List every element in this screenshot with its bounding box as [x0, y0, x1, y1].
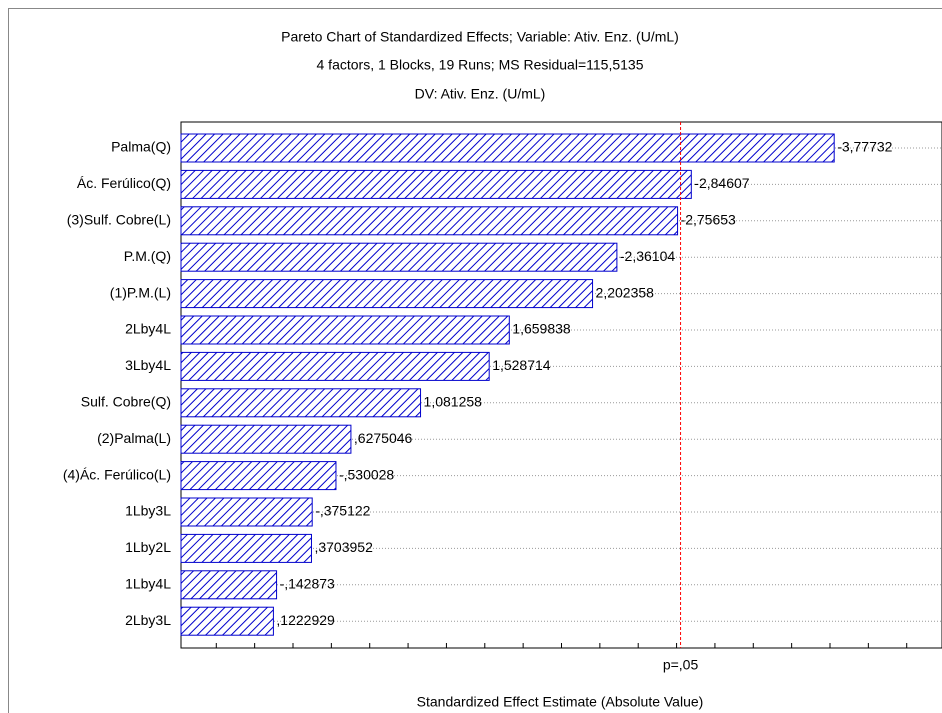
y-tick-label: 1Lby2L — [125, 539, 171, 555]
data-label: 1,659838 — [512, 321, 571, 337]
data-label: ,3703952 — [314, 539, 373, 555]
bar — [180, 169, 692, 199]
bar — [180, 461, 337, 491]
y-tick-label: 1Lby3L — [125, 503, 171, 519]
bar — [180, 497, 313, 527]
data-label: 2,202358 — [596, 284, 655, 300]
chart-title: Pareto Chart of Standardized Effects; Va… — [281, 29, 679, 45]
data-label: -2,75653 — [681, 212, 736, 228]
plot-area — [180, 121, 942, 649]
y-tick-label: Sulf. Cobre(Q) — [81, 394, 171, 410]
y-tick-label: (1)P.M.(L) — [110, 284, 171, 300]
y-tick-label: (4)Ác. Ferúlico(L) — [63, 466, 171, 482]
bar — [180, 570, 278, 600]
bar — [180, 315, 510, 345]
y-tick-label: 1Lby4L — [125, 576, 171, 592]
y-tick-label: Palma(Q) — [111, 139, 171, 155]
bar — [180, 424, 352, 454]
bar — [180, 606, 274, 636]
reference-label: p=,05 — [663, 657, 699, 673]
data-label: -3,77732 — [837, 139, 892, 155]
x-axis-label: Standardized Effect Estimate (Absolute V… — [417, 694, 704, 710]
bar — [180, 351, 490, 381]
y-tick-label: 2Lby4L — [125, 321, 171, 337]
y-tick-label: 3Lby4L — [125, 357, 171, 373]
data-label: 1,081258 — [424, 394, 483, 410]
bar — [180, 388, 422, 418]
data-label: -,375122 — [315, 503, 370, 519]
chart-subtitle: DV: Ativ. Enz. (U/mL) — [415, 86, 546, 102]
y-tick-label: 2Lby3L — [125, 612, 171, 628]
y-tick-label: (2)Palma(L) — [97, 430, 171, 446]
chart-subtitle: 4 factors, 1 Blocks, 19 Runs; MS Residua… — [317, 57, 644, 73]
y-tick-label: Ác. Ferúlico(Q) — [77, 175, 171, 191]
bar — [180, 533, 312, 563]
bar — [180, 242, 618, 272]
bar — [180, 206, 679, 236]
data-label: ,6275046 — [354, 430, 413, 446]
y-tick-label: P.M.(Q) — [124, 248, 171, 264]
bar — [180, 279, 594, 309]
bar — [180, 133, 835, 163]
data-label: ,1222929 — [276, 612, 335, 628]
y-tick-label: (3)Sulf. Cobre(L) — [67, 212, 171, 228]
data-label: 1,528714 — [492, 357, 551, 373]
data-label: -2,36104 — [620, 248, 675, 264]
data-label: -,142873 — [280, 576, 335, 592]
data-label: -2,84607 — [694, 175, 749, 191]
data-label: -,530028 — [339, 466, 394, 482]
